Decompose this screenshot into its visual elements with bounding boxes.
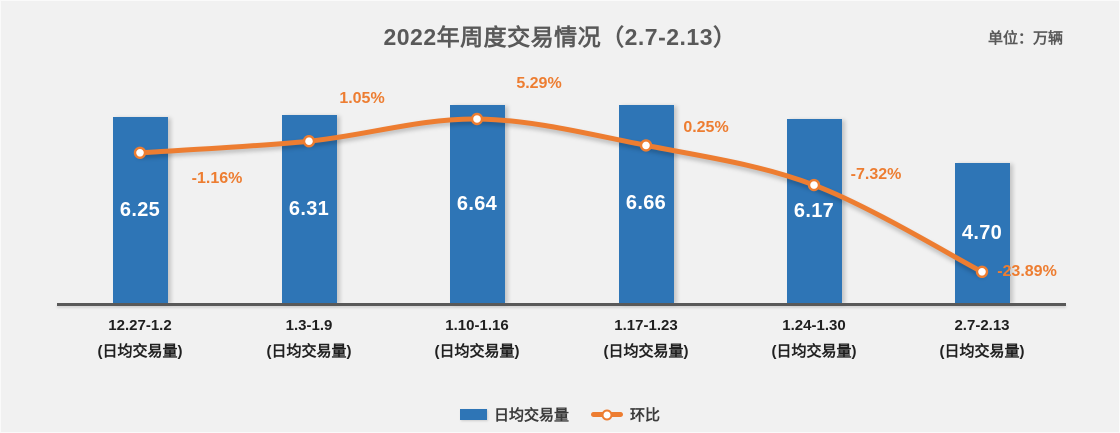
bar: 4.70 — [954, 163, 1010, 303]
legend-bar-swatch-icon — [459, 409, 487, 420]
pct-label: -23.89% — [997, 262, 1057, 280]
x-tick-label: 1.3-1.9 (日均交易量) — [224, 313, 394, 365]
bar-value-label: 6.64 — [456, 192, 498, 215]
x-tick-sublabel: (日均交易量) — [603, 343, 689, 360]
x-tick-sublabel: (日均交易量) — [97, 343, 183, 360]
pct-label: -1.16% — [191, 169, 243, 187]
bar: 6.31 — [281, 115, 337, 303]
x-tick-date: 12.27-1.2 — [108, 317, 172, 334]
line-point-marker — [807, 178, 821, 192]
x-tick-label: 12.27-1.2 (日均交易量) — [55, 313, 225, 365]
x-tick-sublabel: (日均交易量) — [434, 343, 520, 360]
x-tick-date: 1.24-1.30 — [782, 317, 846, 334]
unit-label: 单位：万辆 — [987, 30, 1063, 47]
legend-label-bar: 日均交易量 — [493, 407, 569, 424]
line-point-marker — [302, 135, 316, 148]
legend-line-swatch-icon — [591, 409, 623, 420]
bar-value-label: 6.25 — [119, 198, 161, 221]
pct-label: 0.25% — [683, 119, 729, 137]
pct-label: -7.32% — [850, 166, 902, 184]
line-point-marker — [975, 265, 989, 279]
pct-label: 5.29% — [516, 74, 562, 92]
x-tick-date: 1.3-1.9 — [285, 317, 333, 334]
x-tick-sublabel: (日均交易量) — [266, 343, 352, 360]
x-tick-sublabel: (日均交易量) — [771, 343, 857, 360]
legend: 日均交易量 环比 — [0, 404, 1120, 425]
legend-item-line: 环比 — [591, 404, 660, 425]
bar: 6.66 — [618, 104, 674, 303]
x-tick-date: 1.10-1.16 — [445, 317, 509, 334]
bar: 6.64 — [449, 105, 505, 303]
bar-value-label: 6.66 — [625, 192, 667, 215]
bar-value-label: 6.31 — [288, 197, 330, 220]
line-point-marker — [639, 139, 653, 152]
bar-value-label: 6.17 — [793, 199, 835, 222]
chart-title: 2022年周度交易情况（2.7-2.13） — [383, 24, 737, 50]
x-tick-date: 2.7-2.13 — [954, 317, 1010, 334]
x-tick-sublabel: (日均交易量) — [939, 343, 1025, 360]
x-tick-label: 1.24-1.30 (日均交易量) — [729, 313, 899, 365]
x-tick-date: 1.17-1.23 — [614, 317, 678, 334]
x-tick-label: 1.17-1.23 (日均交易量) — [561, 313, 731, 365]
x-axis-line — [57, 303, 1066, 306]
line-point-marker — [470, 112, 484, 126]
line-point-marker — [133, 146, 147, 159]
pct-label: 1.05% — [339, 90, 385, 108]
legend-label-line: 环比 — [630, 407, 661, 424]
trend-line — [137, 116, 985, 275]
bar-value-label: 4.70 — [961, 221, 1003, 244]
bar: 6.17 — [786, 119, 842, 303]
legend-item-bar: 日均交易量 — [459, 404, 569, 425]
x-tick-label: 2.7-2.13 (日均交易量) — [897, 313, 1067, 365]
x-tick-label: 1.10-1.16 (日均交易量) — [392, 313, 562, 365]
legend-line-marker-dot-icon — [601, 409, 613, 420]
